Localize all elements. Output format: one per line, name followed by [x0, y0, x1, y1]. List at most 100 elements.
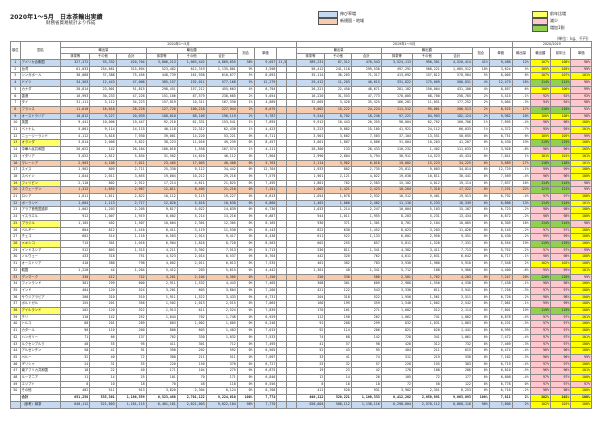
row-cell: 2,011	[176, 260, 207, 268]
row-cell: 476,543	[350, 59, 382, 67]
row-cell: 1,341	[350, 246, 382, 255]
row-cell: 0%	[236, 240, 255, 248]
row-cell: 1,341	[350, 266, 382, 275]
row-cell: 28%	[511, 273, 531, 282]
row-cell: 10,203	[411, 139, 442, 148]
row-rank: 10	[10, 119, 21, 128]
row-cell: 5,054	[253, 92, 278, 101]
row-cell: 822	[295, 226, 326, 235]
row-cell: 1,301	[350, 219, 382, 228]
row-cell: 2%	[236, 105, 255, 114]
row-cell: 98%	[570, 99, 592, 107]
row-country: インドネシア	[19, 246, 62, 255]
row-cell: 12,479	[488, 79, 513, 87]
row-cell: 211	[176, 353, 207, 362]
row-cell: 0%	[236, 313, 255, 322]
row-cell: 28,228	[115, 105, 147, 114]
row-country: イスラエル	[19, 213, 62, 221]
row-cell: 1,702	[411, 273, 442, 282]
row-cell: 108%	[529, 112, 552, 121]
row-cell: 38%	[236, 59, 255, 67]
row-cell: 43	[324, 347, 352, 355]
row-cell: 1,863	[440, 320, 473, 329]
row-cell: 16,220	[295, 92, 326, 101]
row-cell: 94%	[550, 99, 572, 107]
row-cell: -1%	[511, 92, 531, 101]
row-cell: 9,912	[295, 119, 326, 128]
row-cell: 107%	[529, 72, 552, 81]
row-cell: 120	[89, 286, 117, 295]
row-cell: 8,868,116	[440, 400, 473, 409]
row-cell: 1,540	[380, 300, 413, 308]
row-cell	[285, 260, 297, 268]
row-cell: 420	[380, 340, 413, 349]
row-cell: 93%	[570, 92, 592, 101]
row-cell: 1,136,116	[350, 400, 382, 409]
row-cell: 119%	[550, 240, 572, 248]
row-cell: 66,033	[440, 126, 473, 134]
row-cell: 96%	[529, 119, 552, 128]
row-cell: 71	[60, 333, 91, 342]
row-cell	[285, 280, 297, 288]
row-cell: 72	[411, 374, 442, 382]
row-cell: 92,210	[145, 119, 178, 128]
row-cell: 119%	[550, 307, 572, 315]
row-cell: 1,002	[411, 300, 442, 308]
header-ratio-c: 前年比	[550, 47, 572, 60]
row-country: ベトナム	[19, 126, 62, 134]
row-cell: 108	[411, 367, 442, 376]
row-cell: 97%	[550, 374, 572, 382]
row-cell: 1,913	[145, 307, 178, 315]
table-row: 36 サウジアラビア 200 310 510 1,911 1,522 3,433 0% 6,731…	[10, 293, 592, 302]
row-cell: 62,430	[205, 126, 238, 134]
row-cell: 412	[89, 273, 117, 282]
row-cell	[276, 286, 287, 295]
row-cell: 6,730	[253, 206, 278, 215]
row-cell: 19,227	[205, 193, 238, 201]
row-cell: 114%	[550, 179, 572, 188]
row-cell: 0%	[236, 193, 255, 201]
row-cell: 330	[324, 273, 352, 282]
row-cell: 114%	[550, 199, 572, 208]
row-cell: 5,412	[145, 266, 178, 275]
row-cell	[285, 112, 297, 121]
row-cell: 5%	[236, 72, 255, 81]
row-cell: 155	[60, 300, 91, 308]
row-rank: 28	[10, 240, 21, 248]
row-cell: 14,220	[176, 132, 207, 141]
legend-label: 減少	[550, 18, 558, 23]
legend-label: 伸び率増	[340, 11, 356, 16]
row-cell: 102%	[550, 260, 572, 268]
row-cell: 104	[176, 367, 207, 376]
row-cell: 6,231	[488, 320, 513, 329]
row-cell: 741	[411, 313, 442, 322]
row-rank: 42	[10, 333, 21, 342]
row-cell: 0%	[236, 132, 255, 141]
row-cell: 5,615	[205, 266, 238, 275]
row-cell: 389,231	[295, 59, 326, 67]
row-cell: 289	[115, 320, 147, 329]
header-row-2: 輸出量 輸出額 割合 単価 輸出量 輸出額 割合 単価 輸出量 輸出額 前年比 …	[11, 47, 592, 60]
row-cell: 535,301	[89, 394, 117, 402]
row-rank: 46	[10, 360, 21, 369]
row-cell: 9,115	[176, 193, 207, 201]
row-cell: 588,221	[411, 65, 442, 74]
row-cell: 258,705	[440, 92, 473, 101]
row-cell: 17%	[511, 105, 531, 114]
row-cell: 13,434	[440, 213, 473, 221]
row-cell: 110%	[529, 105, 552, 114]
row-rank: 45	[10, 353, 21, 362]
row-cell: 22,312	[176, 126, 207, 134]
row-rank: 9	[10, 112, 21, 121]
row-cell: 3,820	[145, 387, 178, 396]
row-cell: 0%	[471, 387, 490, 396]
row-cell: 1,161,115	[115, 400, 147, 409]
row-cell: 804	[60, 226, 91, 235]
row-cell: 7,806	[488, 400, 513, 409]
row-cell: 4,400	[488, 266, 513, 275]
row-cell: 9,486	[488, 59, 513, 67]
row-cell: 100%	[570, 280, 592, 288]
row-cell: 18	[350, 380, 382, 389]
row-cell	[285, 240, 297, 248]
row-cell: 5%	[511, 65, 531, 74]
